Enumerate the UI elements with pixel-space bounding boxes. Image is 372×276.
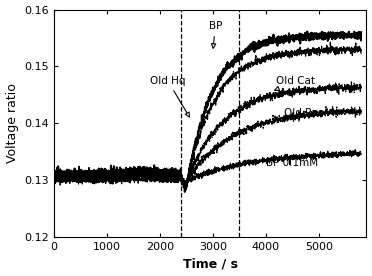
Text: BP: BP <box>209 21 222 48</box>
Text: Old Cat: Old Cat <box>275 76 315 91</box>
Y-axis label: Voltage ratio: Voltage ratio <box>6 83 19 163</box>
Text: Old Hq: Old Hq <box>150 76 189 117</box>
Text: BP 0.1mM: BP 0.1mM <box>266 158 318 168</box>
X-axis label: Time / s: Time / s <box>183 258 238 270</box>
Text: Old Res.: Old Res. <box>284 108 327 118</box>
